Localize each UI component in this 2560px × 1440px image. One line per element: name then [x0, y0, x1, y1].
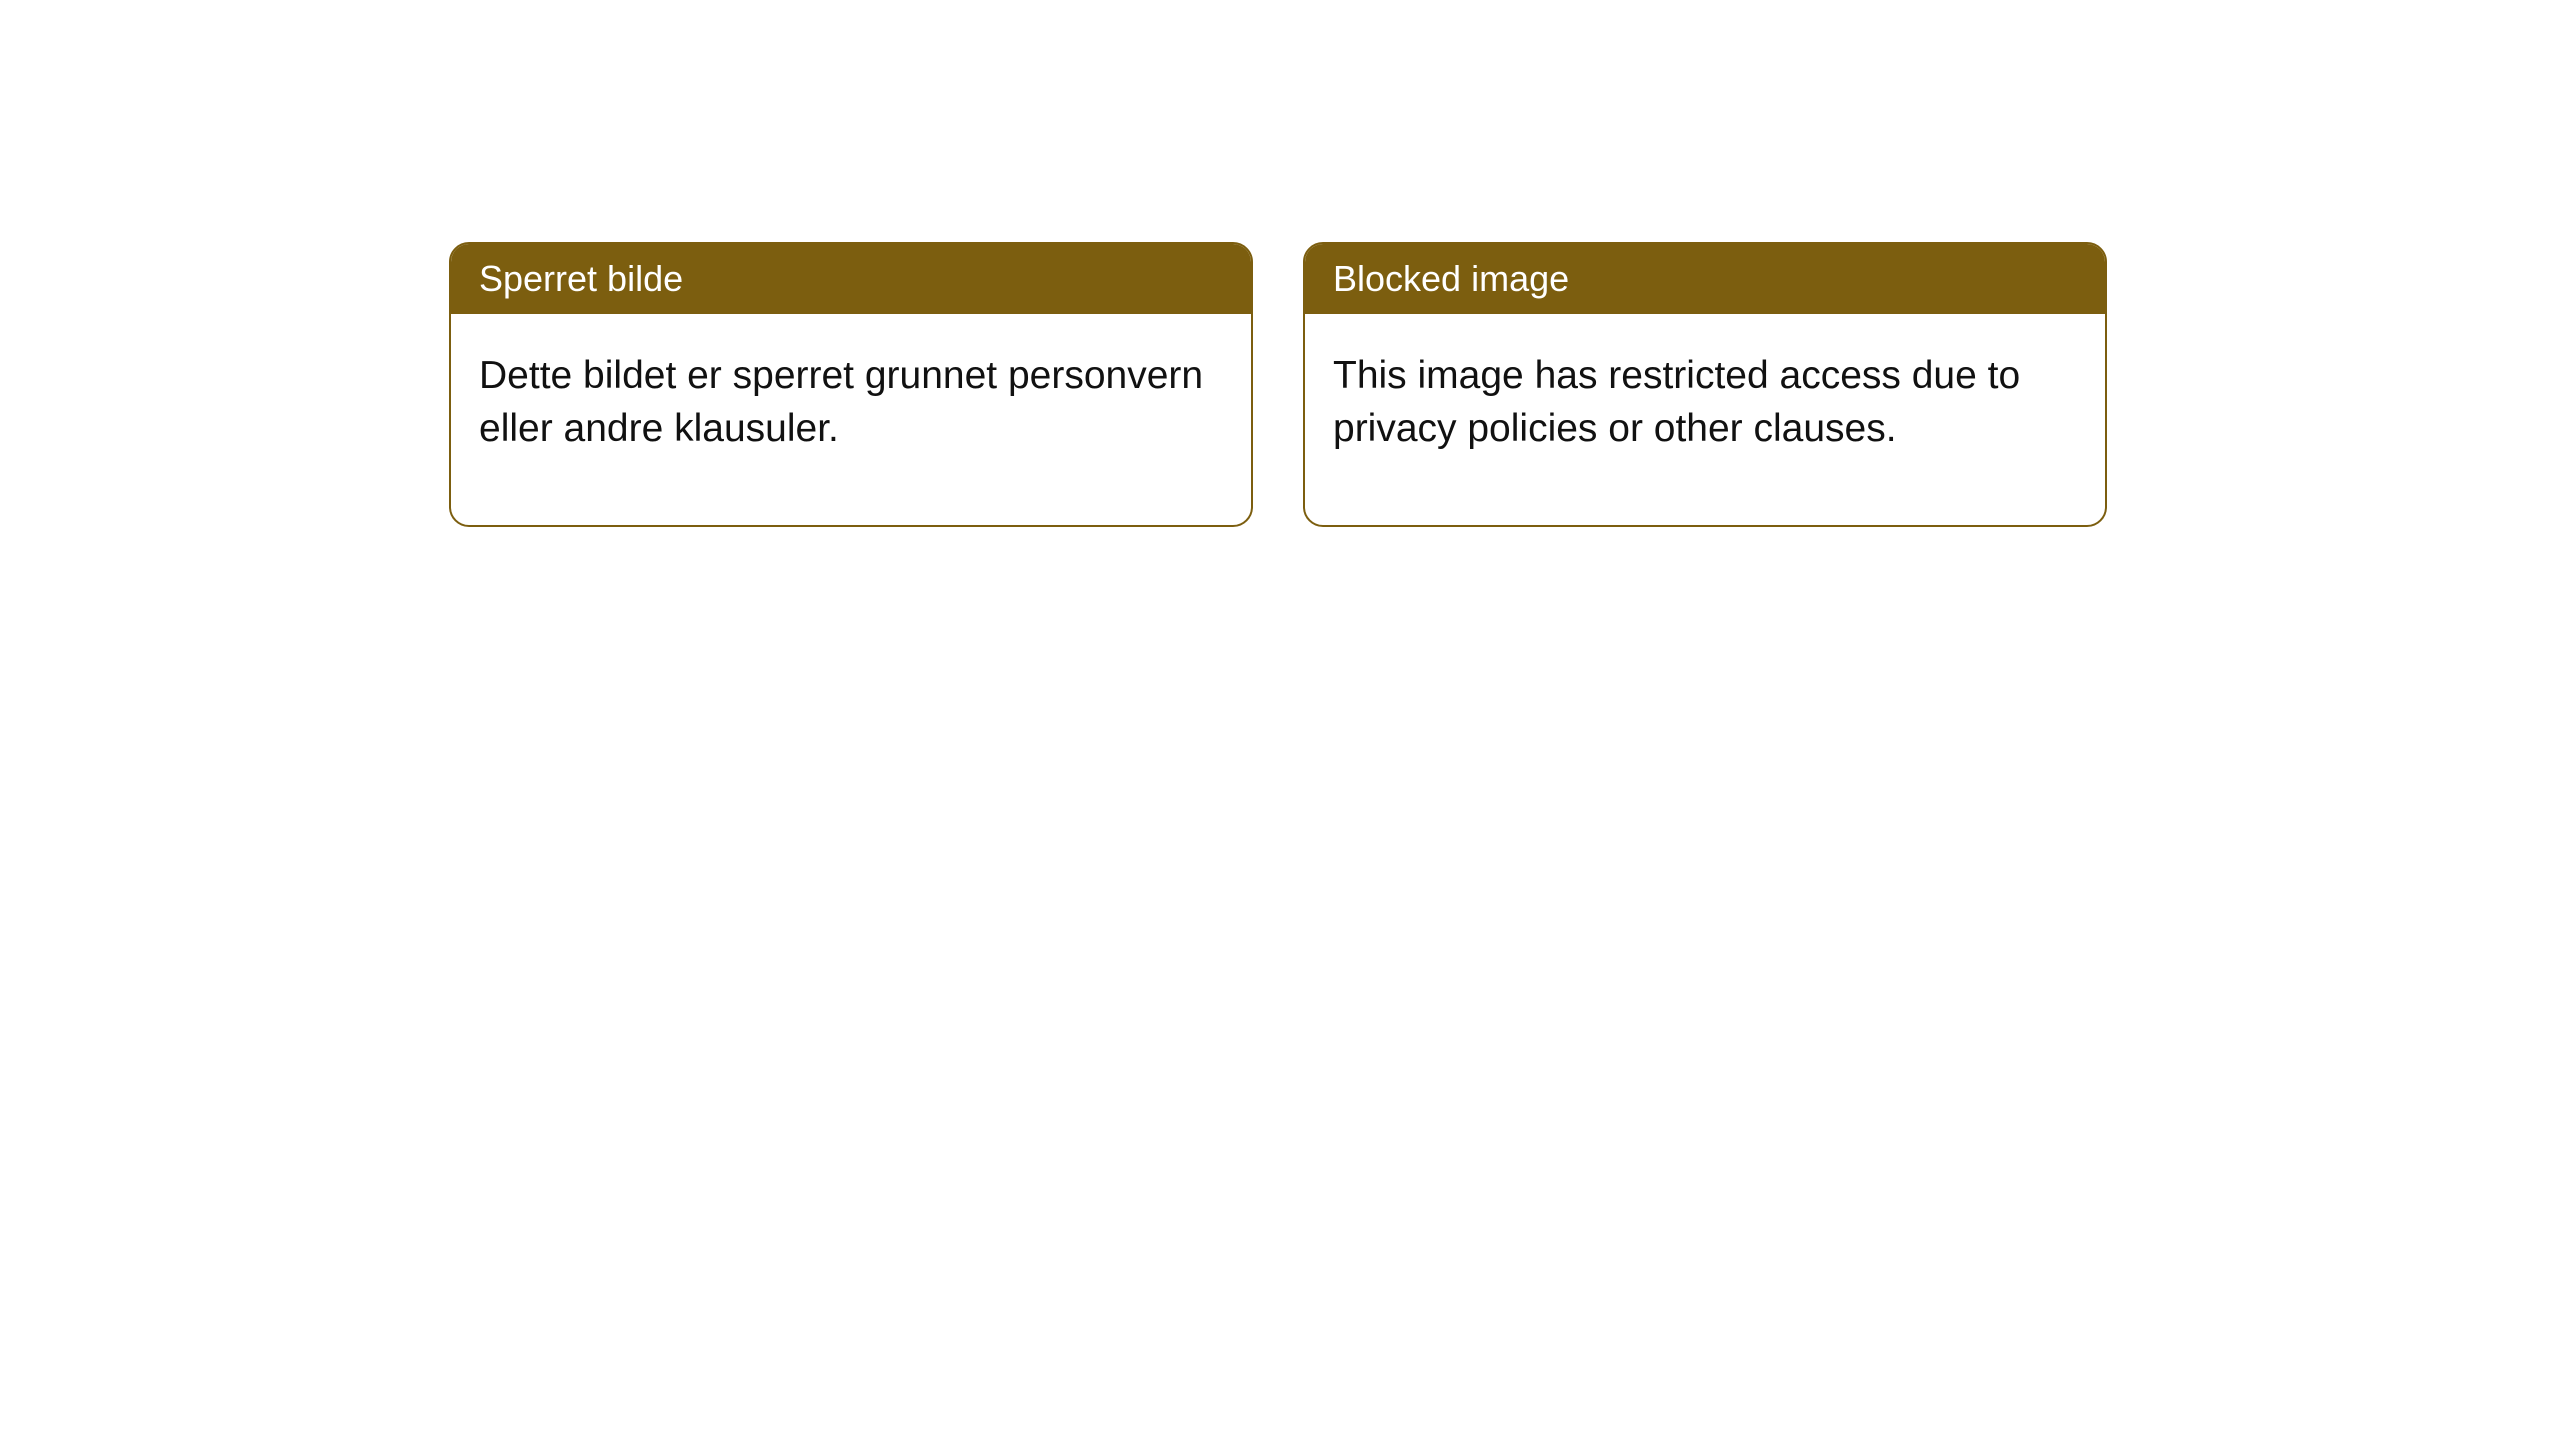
notice-header: Blocked image	[1305, 244, 2105, 314]
notice-container: Sperret bilde Dette bildet er sperret gr…	[0, 0, 2560, 527]
notice-body: This image has restricted access due to …	[1305, 314, 2105, 525]
notice-card-norwegian: Sperret bilde Dette bildet er sperret gr…	[449, 242, 1253, 527]
notice-body: Dette bildet er sperret grunnet personve…	[451, 314, 1251, 525]
notice-header: Sperret bilde	[451, 244, 1251, 314]
notice-card-english: Blocked image This image has restricted …	[1303, 242, 2107, 527]
